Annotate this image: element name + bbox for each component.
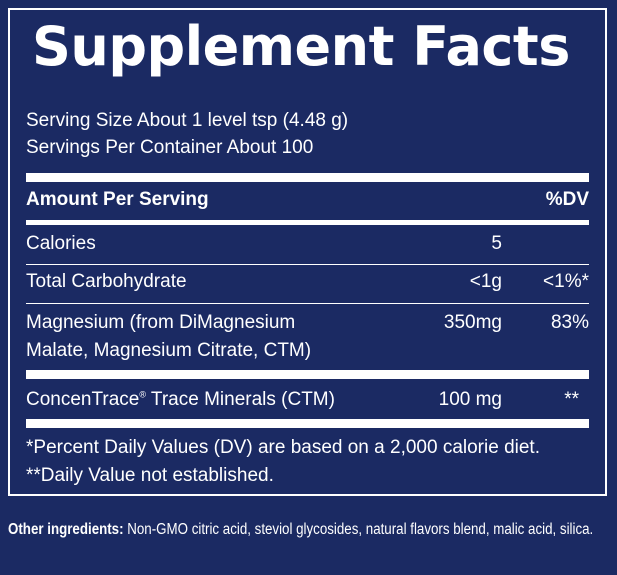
row-carbohydrate-dv: <1%*	[543, 271, 589, 292]
row-calories-name: Calories	[26, 233, 96, 254]
ctm-name-brand: ConcenTrace	[26, 389, 140, 410]
row-divider	[26, 303, 589, 304]
thick-divider	[26, 173, 589, 182]
registered-mark: ®	[139, 389, 146, 400]
footnote-not-established: **Daily Value not established.	[26, 465, 274, 486]
serving-size: Serving Size About 1 level tsp (4.48 g)	[26, 110, 349, 131]
other-ingredients: Other ingredients: Non-GMO citric acid, …	[8, 517, 601, 543]
servings-per-container: Servings Per Container About 100	[26, 137, 314, 158]
thick-divider	[26, 419, 589, 428]
ctm-name-rest: Trace Minerals (CTM)	[146, 389, 335, 410]
footnote-dv: *Percent Daily Values (DV) are based on …	[26, 437, 540, 458]
dv-header: %DV	[545, 189, 589, 210]
row-ctm-name: ConcenTrace® Trace Minerals (CTM)	[26, 390, 335, 409]
amount-per-serving-label: Amount Per Serving	[26, 189, 209, 210]
row-ctm-dv: **	[564, 389, 579, 410]
panel-title: Supplement Facts	[32, 15, 570, 78]
row-ctm-amount: 100 mg	[438, 389, 502, 410]
row-carbohydrate-name: Total Carbohydrate	[26, 271, 187, 292]
row-magnesium-name-line2: Malate, Magnesium Citrate, CTM)	[26, 340, 312, 361]
row-calories-amount: 5	[491, 233, 502, 254]
thick-divider	[26, 370, 589, 379]
row-divider	[26, 264, 589, 265]
row-carbohydrate-amount: <1g	[469, 271, 502, 292]
supplement-facts-panel: Supplement Facts Serving Size About 1 le…	[8, 8, 607, 496]
other-ingredients-text: Non-GMO citric acid, steviol glycosides,…	[123, 521, 594, 538]
row-magnesium-amount: 350mg	[443, 312, 502, 333]
other-ingredients-label: Other ingredients:	[8, 521, 124, 538]
row-magnesium-dv: 83%	[550, 312, 589, 333]
row-magnesium-name-line1: Magnesium (from DiMagnesium	[26, 312, 296, 333]
medium-divider	[26, 220, 589, 225]
